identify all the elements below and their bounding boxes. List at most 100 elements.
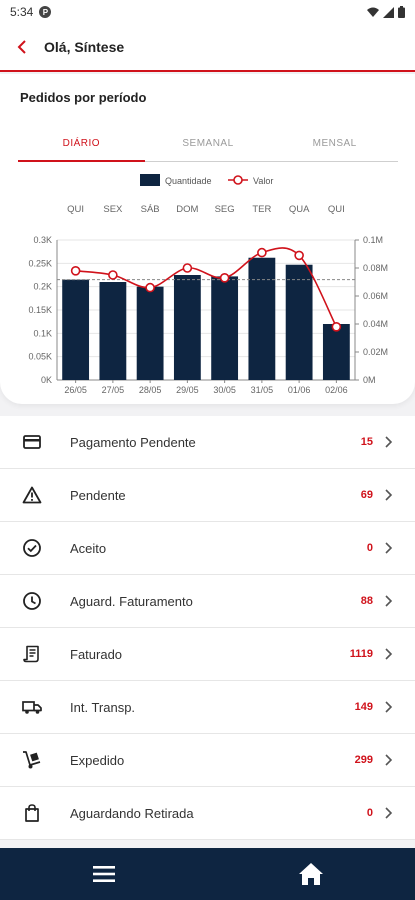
list-item-pagamento-pendente[interactable]: Pagamento Pendente 15	[0, 416, 415, 469]
x-tick-label: 01/06	[288, 385, 311, 395]
hamburger-icon	[92, 866, 115, 882]
list-item-count: 0	[366, 542, 373, 554]
tab-semanal[interactable]: SEMANAL	[182, 138, 234, 149]
list-item-faturado[interactable]: Faturado 1119	[0, 628, 415, 681]
y-left-tick-label: 0.25K	[28, 258, 52, 268]
list-item-count: 15	[360, 436, 373, 448]
x-tick-label: 31/05	[251, 385, 274, 395]
list-item-label: Int. Transp.	[70, 699, 136, 715]
warning-icon	[22, 486, 42, 504]
list-item-count: 69	[360, 489, 373, 501]
list-item-count: 299	[354, 754, 373, 766]
y-left-tick-label: 0.05K	[28, 352, 52, 362]
x-tick-label: 02/06	[325, 385, 348, 395]
bar-quantidade	[173, 275, 201, 380]
weekday-label: QUA	[289, 204, 310, 215]
back-button[interactable]	[0, 25, 44, 69]
y-right-tick-label: 0.02M	[363, 347, 388, 357]
list-item-label: Pagamento Pendente	[70, 434, 196, 450]
section-title: Pedidos por período	[20, 90, 147, 105]
chevron-left-icon	[17, 40, 26, 54]
y-left-tick-label: 0.2K	[33, 282, 52, 292]
home-button[interactable]	[208, 848, 415, 900]
y-right-tick-label: 0.06M	[363, 291, 388, 301]
chevron-right-icon	[385, 436, 393, 448]
status-bar: 5:34 P	[0, 0, 415, 24]
point-valor	[331, 322, 342, 332]
receipt-icon	[23, 645, 39, 663]
list-item-label: Aguard. Faturamento	[70, 593, 193, 609]
list-item-aguardando-retirada[interactable]: Aguardando Retirada 0	[0, 787, 415, 840]
y-left-tick-label: 0K	[41, 375, 52, 385]
bar-quantidade	[285, 264, 313, 380]
tab-mensal[interactable]: MENSAL	[312, 138, 357, 149]
chevron-right-icon	[385, 595, 393, 607]
list-item-count: 149	[354, 701, 373, 713]
credit-card-icon	[23, 435, 41, 449]
status-icons	[367, 6, 405, 18]
weekday-label: QUI	[328, 204, 345, 215]
signal-icon	[383, 6, 394, 18]
list-item-count: 0	[366, 807, 373, 819]
weekday-label: SEX	[103, 204, 123, 215]
list-item-aguard-faturamento[interactable]: Aguard. Faturamento 88	[0, 575, 415, 628]
point-valor	[70, 266, 81, 276]
order-status-list: Pagamento Pendente 15 Pendente 69 Aceito…	[0, 416, 415, 840]
x-tick-label: 26/05	[64, 385, 87, 395]
dolly-icon	[23, 751, 41, 769]
x-tick-label: 30/05	[213, 385, 236, 395]
list-item-expedido[interactable]: Expedido 299	[0, 734, 415, 787]
status-time: 5:34	[10, 5, 34, 19]
wifi-icon	[367, 7, 379, 17]
y-left-tick-label: 0.3K	[33, 235, 52, 245]
weekday-label: SEG	[215, 204, 235, 215]
bottom-nav	[0, 848, 415, 900]
list-item-count: 1119	[349, 648, 373, 660]
weekday-label: TER	[252, 204, 271, 215]
chevron-right-icon	[385, 648, 393, 660]
truck-icon	[22, 701, 42, 714]
list-item-label: Faturado	[70, 646, 123, 662]
y-right-tick-label: 0.1M	[363, 235, 383, 245]
legend-swatch-quantidade	[140, 174, 160, 186]
list-item-label: Pendente	[70, 487, 126, 503]
y-left-tick-label: 0.15K	[28, 305, 52, 315]
y-right-tick-label: 0.04M	[363, 319, 388, 329]
legend-marker-valor	[233, 175, 243, 185]
clock-icon	[23, 592, 41, 610]
list-item-label: Aguardando Retirada	[70, 805, 194, 821]
x-tick-label: 29/05	[176, 385, 199, 395]
point-valor	[219, 273, 230, 283]
legend-label-quantidade: Quantidade	[165, 176, 212, 186]
list-item-count: 88	[360, 595, 373, 607]
point-valor	[108, 270, 118, 280]
list-item-int-transp[interactable]: Int. Transp. 149	[0, 681, 415, 734]
bar-quantidade	[211, 276, 239, 380]
x-tick-label: 27/05	[102, 385, 125, 395]
weekday-label: DOM	[176, 204, 198, 215]
chevron-right-icon	[385, 542, 393, 554]
page-title: Olá, Síntese	[44, 39, 125, 55]
chevron-right-icon	[385, 489, 393, 501]
y-left-tick-label: 0.1K	[33, 328, 52, 338]
list-item-aceito[interactable]: Aceito 0	[0, 522, 415, 575]
x-tick-label: 28/05	[139, 385, 162, 395]
app-badge-icon: P	[39, 6, 52, 18]
battery-icon	[398, 6, 405, 18]
home-icon	[299, 863, 324, 885]
bar-quantidade	[136, 286, 164, 380]
period-tabs: DIÁRIO SEMANAL MENSAL	[18, 126, 398, 162]
chevron-right-icon	[385, 701, 393, 713]
chevron-right-icon	[385, 754, 393, 766]
point-valor	[182, 263, 193, 273]
menu-button[interactable]	[0, 848, 208, 900]
list-item-pendente[interactable]: Pendente 69	[0, 469, 415, 522]
legend-label-valor: Valor	[253, 176, 273, 186]
check-circle-icon	[23, 539, 41, 557]
orders-chart-card: Pedidos por período DIÁRIO SEMANAL MENSA…	[0, 74, 415, 404]
weekday-label: QUI	[67, 204, 84, 215]
weekday-label: SÁB	[141, 204, 160, 215]
point-valor	[294, 250, 304, 261]
tab-diario[interactable]: DIÁRIO	[18, 126, 145, 162]
point-valor	[145, 282, 155, 293]
